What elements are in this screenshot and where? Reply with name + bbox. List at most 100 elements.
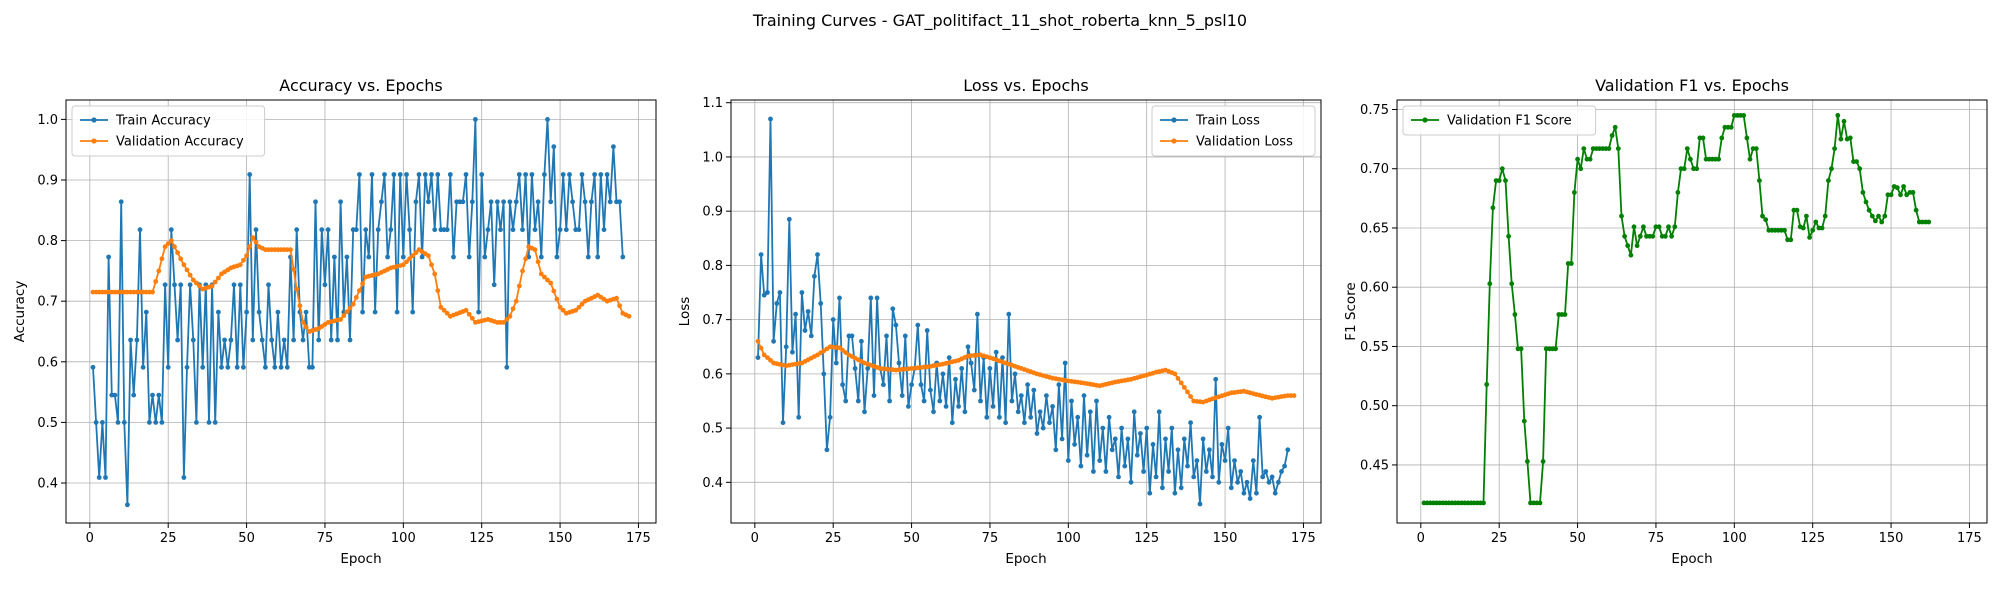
data-point [815,252,820,257]
y-axis-label: F1 Score [1343,282,1359,340]
data-point [194,280,199,286]
data-point [523,256,528,262]
data-point [567,172,572,177]
data-point [1119,425,1124,431]
data-point [956,404,961,409]
data-point [128,337,134,343]
series-line-0 [1424,114,1929,504]
data-point [768,357,773,363]
data-point [1097,458,1103,463]
data-point [793,311,798,317]
data-point [168,227,174,233]
data-point [247,244,253,250]
data-point [469,315,475,321]
data-point [1044,393,1049,398]
data-point [1637,233,1643,239]
data-point [859,338,864,344]
data-point [184,267,190,273]
data-point [491,282,497,288]
series-line-1 [93,236,630,333]
data-point [1247,496,1253,501]
data-point [140,364,146,370]
data-point [1225,425,1231,431]
data-point [868,295,874,301]
data-point [871,393,877,398]
data-point [1847,135,1853,141]
data-point [416,172,422,177]
data-point [507,199,513,205]
data-point [341,313,347,318]
y-axis-label: Loss [677,297,693,327]
data-point [413,250,419,256]
data-point [115,420,121,425]
data-point [1022,420,1027,426]
x-tick-label: 75 [1648,531,1665,546]
x-tick-label: 50 [238,531,255,546]
legend-marker [91,117,97,123]
data-point [372,309,378,315]
data-point [1672,224,1678,230]
data-point [761,352,767,358]
data-point [1826,178,1831,184]
data-point [915,322,921,328]
data-point [1106,414,1112,420]
legend: Train Loss Validation Loss [1151,105,1316,157]
data-point [391,172,397,177]
data-point [1065,458,1071,463]
data-point [1568,261,1574,266]
data-point [965,344,971,350]
data-point [962,409,968,415]
data-point [379,199,384,205]
data-point [216,275,221,281]
data-point [212,279,218,285]
data-point [156,392,162,398]
data-point [426,199,431,205]
data-point [1087,409,1093,415]
data-point [156,268,162,274]
data-point [131,392,137,398]
y-tick-label: 1.1 [702,96,723,111]
data-point [407,256,412,262]
data-point [1800,225,1806,231]
data-point [1075,414,1081,420]
x-tick-label: 25 [825,531,842,546]
data-point [93,420,99,425]
data-point [585,254,591,260]
data-point [388,227,394,233]
data-point [579,172,585,177]
data-point [338,199,343,205]
data-point [535,259,541,265]
data-point [435,288,441,293]
data-point [1863,199,1869,205]
y-tick-label: 0.7 [702,313,723,328]
data-point [1841,118,1847,124]
data-point [429,172,434,177]
data-point [975,311,980,317]
data-point [1169,425,1175,431]
data-point [1631,224,1637,230]
data-point [1134,452,1140,458]
data-point [394,309,400,315]
data-point [786,216,792,222]
data-point [1609,133,1615,138]
series-line-0 [757,118,1289,505]
x-tick-label: 150 [1879,531,1904,546]
data-point [1876,213,1881,219]
data-point [1062,360,1068,366]
series-markers-1 [90,235,632,334]
data-point [1794,207,1800,213]
y-tick-label: 0.60 [1360,281,1389,296]
data-point [118,199,124,205]
data-point [510,227,516,233]
x-tick-label: 175 [626,531,651,546]
data-point [121,420,127,425]
data-point [906,404,911,409]
y-tick-label: 0.9 [702,205,723,220]
data-point [250,235,256,241]
data-point [805,309,811,314]
data-point [538,271,544,277]
data-point [410,253,416,259]
data-point [1625,243,1631,249]
data-point [190,337,196,343]
data-point [1078,463,1084,469]
